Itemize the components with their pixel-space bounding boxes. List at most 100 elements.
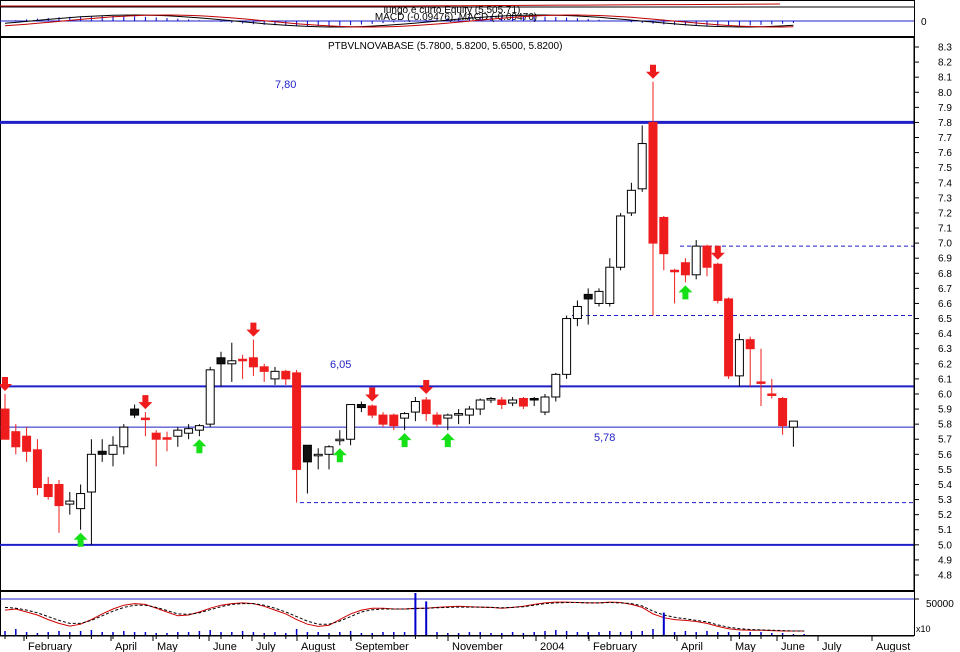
volume-bars (4, 593, 805, 635)
price-tick-label: 5.5 (938, 465, 952, 476)
price-tick-label: 6.0 (938, 389, 952, 400)
price-tick-label: 5.6 (938, 450, 952, 461)
candle-body (248, 357, 258, 368)
candle-body (108, 444, 118, 455)
price-candles (0, 81, 798, 545)
x-tick-label: November (452, 641, 503, 652)
indicator-tick-label: 50000 (926, 599, 954, 610)
price-tick-label: 7.0 (938, 239, 952, 250)
price-tick-label: 5.2 (938, 510, 952, 521)
candle-body (216, 357, 226, 365)
candle-body (648, 121, 658, 244)
price-tick-label: 4.9 (938, 555, 952, 566)
candle-body (302, 444, 312, 463)
candle-body (702, 245, 712, 268)
candle-body (756, 381, 766, 384)
candle-body (86, 453, 96, 493)
x-tick-label: July (256, 641, 276, 652)
price-y-axis: 4.8 4.9 5.0 5.1 5.2 5.3 5.4 5.5 5.6 5.7 5.8 5.9 6.0 6… (913, 38, 952, 590)
candle-body (281, 370, 291, 380)
candle-body (378, 414, 388, 425)
candle-body (65, 500, 75, 505)
buy-arrow (678, 285, 693, 300)
price-tick-label: 6.5 (938, 314, 952, 325)
buy-arrow (332, 448, 347, 463)
price-tick-label: 7.4 (938, 178, 952, 189)
macd-line (4, 14, 794, 28)
candle-body (119, 426, 129, 448)
price-tick-label: 7.7 (938, 133, 952, 144)
price-tick-label: 6.2 (938, 359, 952, 370)
candle-body (292, 372, 302, 470)
candle-body (22, 435, 32, 452)
candle-body (335, 438, 345, 442)
price-tick-label: 7.5 (938, 163, 952, 174)
price-tick-label: 5.4 (938, 480, 952, 491)
buy-arrow (440, 433, 455, 448)
candle-body (486, 397, 496, 401)
candle-body (583, 293, 593, 300)
price-tick-label: 7.8 (938, 118, 952, 129)
candle-body (551, 373, 561, 398)
candle-body (140, 417, 150, 421)
candle-body (562, 318, 572, 375)
candle-body (97, 450, 107, 455)
equity-curve (0, 3, 781, 7)
candle-body (734, 339, 744, 377)
candle-body (475, 399, 485, 410)
price-tick-label: 6.3 (938, 344, 952, 355)
price-tick-label: 5.0 (938, 540, 952, 551)
price-tick-label: 8.2 (938, 58, 952, 69)
candle-body (691, 245, 701, 276)
price-tick-label: 4.8 (938, 571, 952, 582)
buy-arrow (192, 439, 207, 454)
x-tick-label: April (115, 641, 137, 652)
indicator-series-line (4, 601, 805, 632)
price-chart-title: PTBVLNOVABASE (5.7800, 5.8200, 5.6500, 5… (328, 41, 562, 52)
candle-body (713, 263, 723, 301)
candle-body (659, 216, 669, 255)
sell-arrow (138, 395, 153, 410)
candle-body (432, 414, 442, 425)
price-tick-label: 7.2 (938, 208, 952, 219)
candle-body (270, 370, 280, 380)
candle-body (594, 290, 604, 304)
level-label: 7,80 (275, 79, 296, 91)
top-panel: lungo e curto Equity (5,505.71) MACD (-0… (0, 0, 927, 37)
price-tick-label: 6.4 (938, 329, 952, 340)
candle-body (130, 408, 140, 416)
candle-body (205, 369, 215, 425)
x-tick-label: May (157, 641, 178, 652)
indicator-panel: 50000 x10 (0, 591, 954, 636)
indicator-curves (0, 598, 914, 632)
candle-body (367, 405, 377, 416)
candle-body (540, 396, 550, 413)
candle-body (637, 143, 647, 190)
price-tick-label: 6.7 (938, 284, 952, 295)
x-tick-label: 2004 (540, 641, 564, 652)
price-tick-label: 5.9 (938, 405, 952, 416)
sell-arrow (419, 379, 434, 394)
price-level-lines (0, 120, 914, 546)
candle-body (778, 397, 788, 427)
top-zero-label: 0 (921, 17, 927, 28)
price-tick-label: 6.8 (938, 269, 952, 280)
indicator-multiplier-label: x10 (916, 624, 931, 634)
candle-body (454, 413, 464, 416)
sell-arrow (646, 64, 660, 79)
price-tick-label: 6.1 (938, 374, 952, 385)
candle-body (626, 189, 636, 214)
price-tick-label: 5.3 (938, 495, 952, 506)
x-tick-label: August (876, 641, 910, 652)
buy-arrow (397, 433, 412, 448)
top-equity-title: lungo e curto Equity (5,505.71) (384, 5, 521, 16)
price-level-labels: 7,80 6,05 5,78 (275, 79, 615, 444)
price-tick-label: 7.3 (938, 193, 952, 204)
candle-body (670, 269, 680, 273)
candle-body (313, 453, 323, 457)
sell-arrow (0, 376, 12, 391)
price-tick-label: 6.6 (938, 299, 952, 310)
candle-body (356, 404, 366, 409)
candle-body (238, 358, 248, 362)
